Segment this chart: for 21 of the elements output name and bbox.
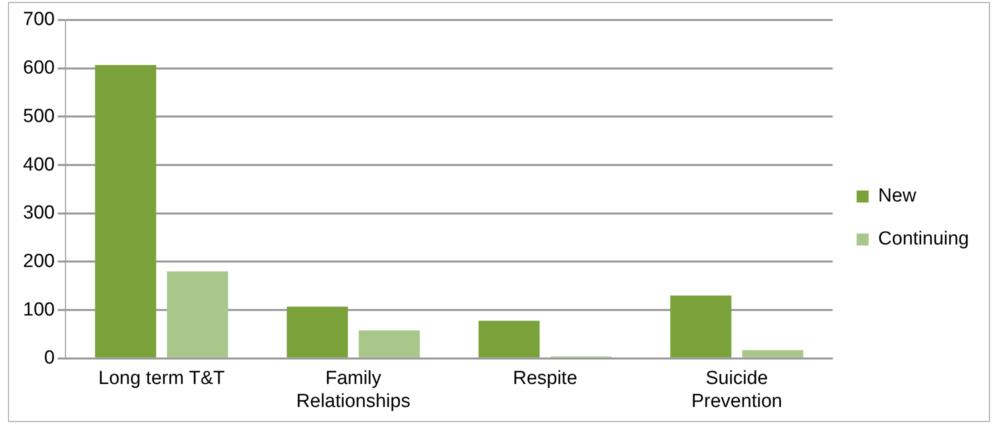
bar xyxy=(358,330,420,358)
x-tick-label: Respite xyxy=(512,368,578,390)
bar xyxy=(478,320,540,358)
x-tick-label: Long term T&T xyxy=(98,368,226,390)
x-tick-label: Suicide Prevention xyxy=(691,368,782,412)
bar xyxy=(742,350,804,358)
y-tick-label: 500 xyxy=(23,106,55,127)
x-tick-label: Family Relationships xyxy=(296,368,410,412)
y-tick-label: 0 xyxy=(44,348,55,369)
bar xyxy=(286,306,348,358)
y-tick-label: 600 xyxy=(23,58,55,79)
bar xyxy=(166,271,228,358)
legend-label: Continuing xyxy=(878,228,969,250)
y-tick-label: 200 xyxy=(23,250,55,272)
y-tick-label: 400 xyxy=(23,154,55,176)
legend-label: New xyxy=(878,186,916,207)
y-tick-label: 100 xyxy=(23,299,55,320)
bar xyxy=(95,64,156,358)
y-tick-label: 300 xyxy=(23,202,55,224)
y-tick-label: 700 xyxy=(23,9,55,30)
bar xyxy=(670,296,732,358)
